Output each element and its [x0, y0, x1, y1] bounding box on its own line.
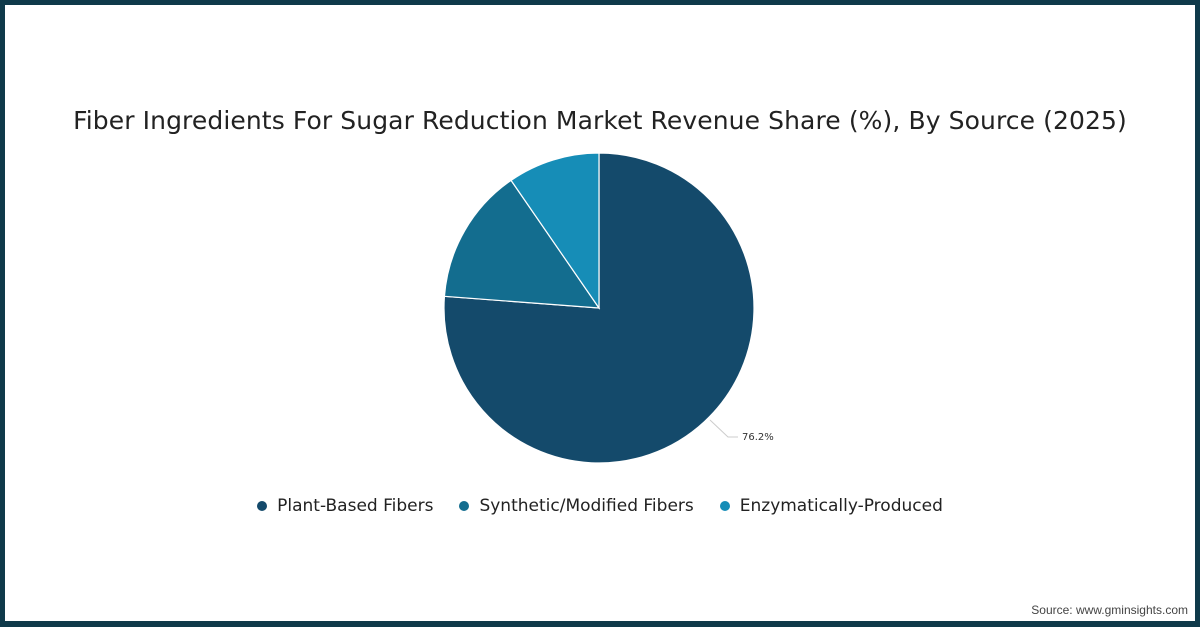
legend-label: Synthetic/Modified Fibers	[479, 496, 694, 516]
legend-label: Enzymatically-Produced	[739, 496, 943, 516]
pie-slice-plant-based-fibers[interactable]	[443, 152, 755, 464]
legend-dot-icon	[719, 501, 730, 511]
legend-item-enzymatic[interactable]: Enzymatically-Produced	[719, 496, 943, 516]
legend-item-plant-based[interactable]: Plant-Based Fibers	[257, 496, 433, 516]
chart-title: Fiber Ingredients For Sugar Reduction Ma…	[73, 106, 1127, 135]
legend: Plant-Based Fibers Synthetic/Modified Fi…	[0, 496, 1200, 516]
source-note: Source: www.gminsights.com	[1031, 603, 1188, 617]
legend-dot-icon	[257, 501, 268, 511]
pie-slice-synthetic-modified-fibers[interactable]	[443, 179, 601, 309]
legend-dot-icon	[459, 501, 470, 511]
legend-label: Plant-Based Fibers	[277, 496, 434, 516]
legend-item-synthetic[interactable]: Synthetic/Modified Fibers	[459, 496, 694, 516]
leader-line	[709, 419, 738, 438]
data-label-plant-based: 76.2%	[742, 432, 774, 443]
pie-slice-enzymatically-produced[interactable]	[510, 152, 600, 310]
pie-slices	[443, 152, 755, 464]
